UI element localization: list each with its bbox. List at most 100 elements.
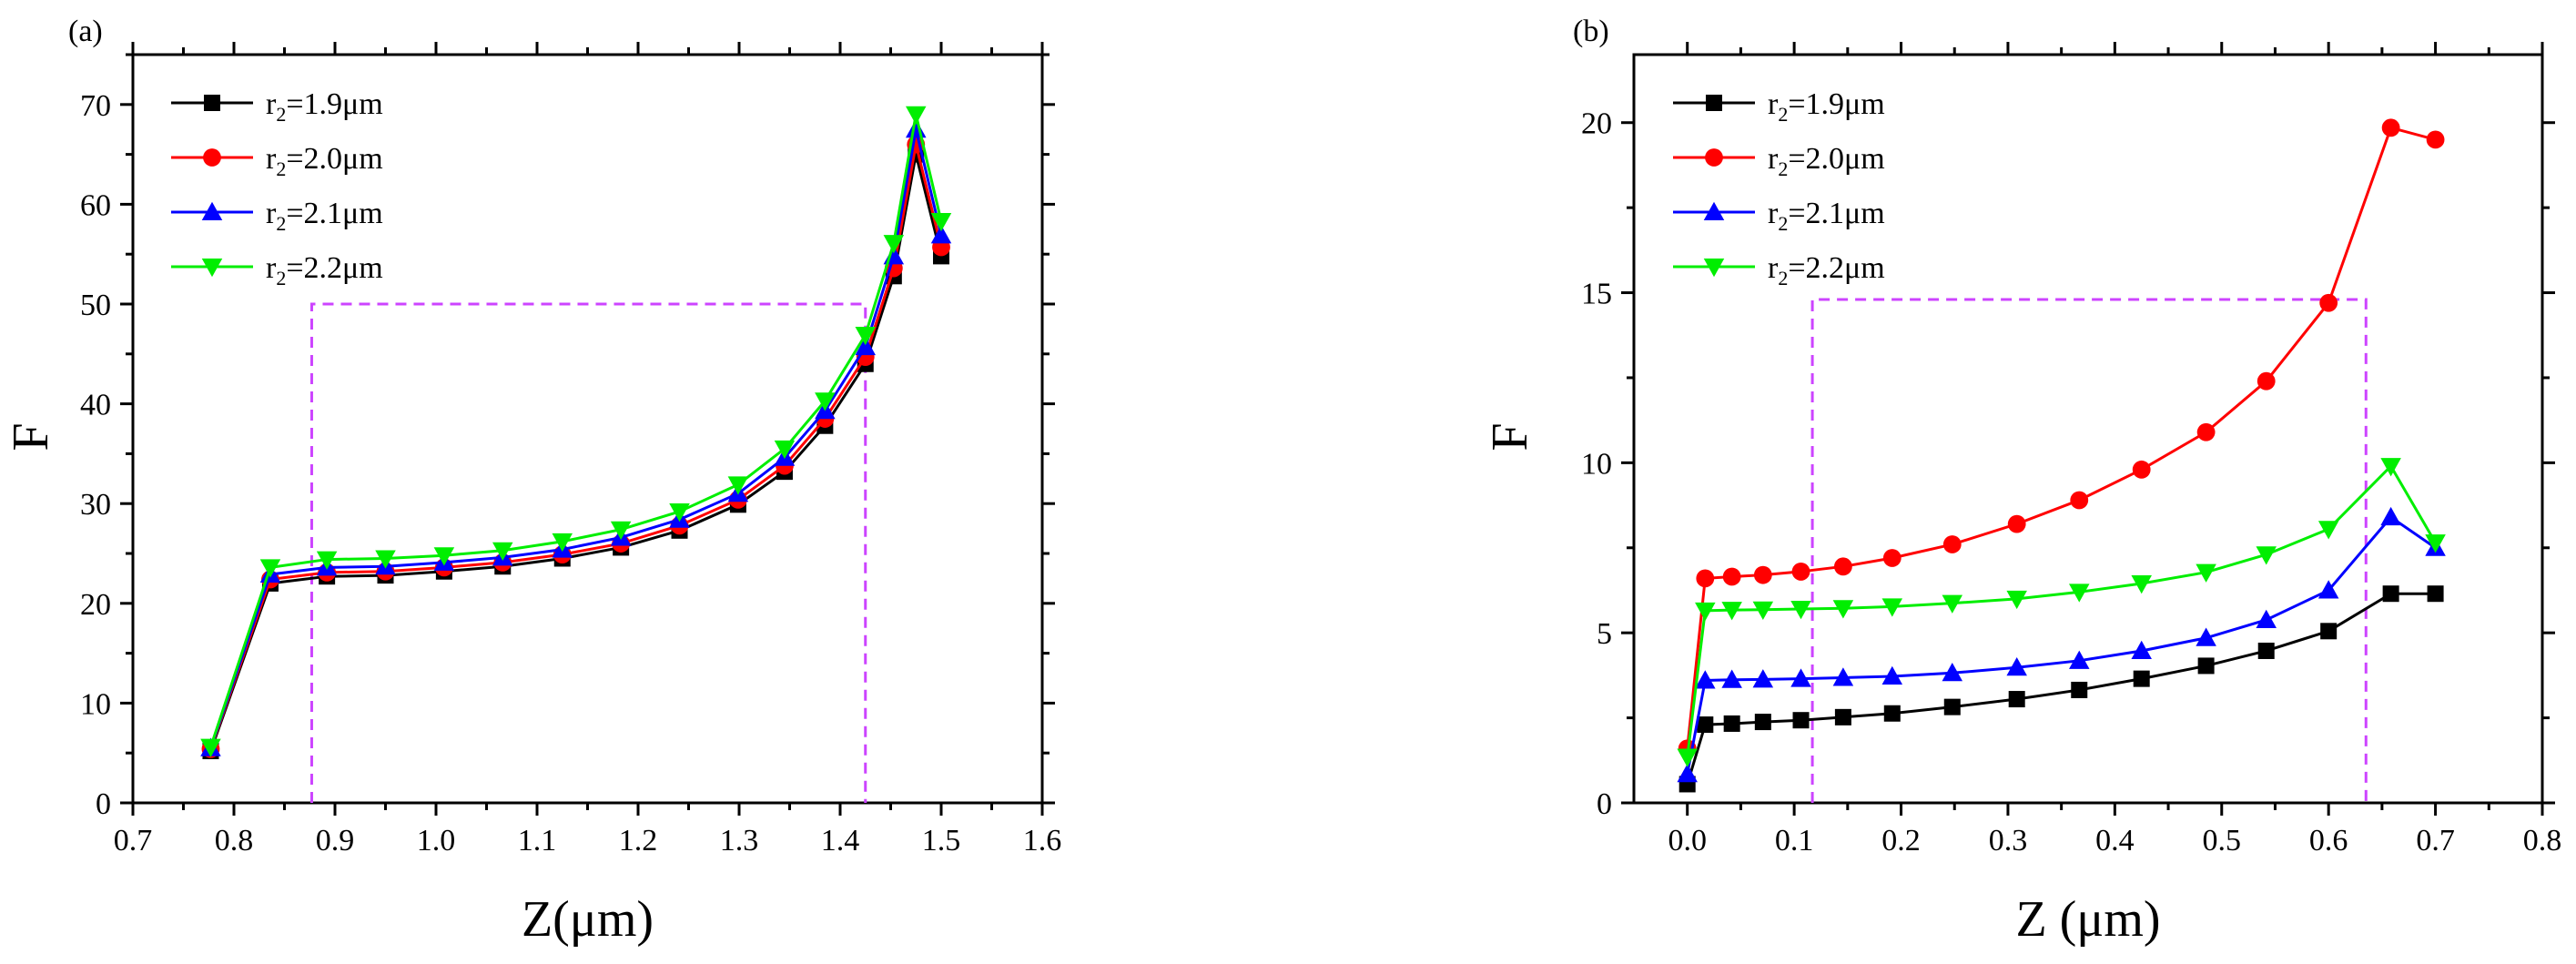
y-axis-title: F xyxy=(1482,422,1538,451)
y-tick-label: 15 xyxy=(1581,278,1612,311)
data-point xyxy=(492,542,513,561)
y-tick-label: 0 xyxy=(1597,787,1612,821)
data-point xyxy=(2006,590,2027,610)
y-tick-label: 20 xyxy=(1581,107,1612,141)
data-point xyxy=(1721,602,1742,621)
data-point xyxy=(316,551,338,570)
legend-entry: r2=2.2μm xyxy=(1768,251,1885,289)
y-tick-label: 70 xyxy=(80,89,111,123)
data-point xyxy=(1697,716,1714,734)
data-point xyxy=(2196,422,2216,441)
legend-marker xyxy=(201,259,223,278)
y-axis-title: F xyxy=(3,422,59,451)
data-point xyxy=(1695,602,1716,622)
data-point xyxy=(2070,491,2089,510)
data-point xyxy=(1752,669,1774,688)
legend-marker xyxy=(1706,95,1722,111)
data-point xyxy=(1883,705,1901,722)
highlight-box xyxy=(309,302,867,803)
data-point xyxy=(433,547,455,566)
x-tick-label: 1.1 xyxy=(518,824,557,857)
data-point xyxy=(2317,521,2339,540)
data-point xyxy=(2071,681,2088,698)
y-tick-label: 20 xyxy=(80,588,111,622)
data-point xyxy=(727,476,749,495)
x-tick-label: 0.8 xyxy=(2523,824,2562,857)
data-point xyxy=(1942,663,1963,682)
data-point xyxy=(1696,569,1715,588)
y-tick-label: 0 xyxy=(96,787,111,821)
data-point xyxy=(2133,670,2150,687)
data-point xyxy=(1832,600,1854,619)
data-point xyxy=(2007,514,2026,533)
data-point xyxy=(1753,565,1772,584)
data-point xyxy=(2256,609,2277,628)
x-tick-label: 0.5 xyxy=(2203,824,2242,857)
x-tick-label: 1.2 xyxy=(619,824,658,857)
y-tick-label: 50 xyxy=(80,289,111,322)
x-tick-label: 0.2 xyxy=(1881,824,1921,857)
x-axis-title: Z(μm) xyxy=(522,891,654,948)
data-point xyxy=(259,559,281,578)
data-point xyxy=(855,326,876,346)
data-point xyxy=(1832,667,1854,686)
data-point xyxy=(2132,460,2151,479)
data-point xyxy=(1677,763,1698,783)
legend-marker xyxy=(1703,201,1725,220)
data-point xyxy=(552,533,573,553)
data-point xyxy=(1723,715,1740,732)
data-point xyxy=(2427,585,2444,603)
data-point xyxy=(2256,546,2277,565)
data-point xyxy=(1790,601,1811,620)
data-point xyxy=(2381,118,2400,137)
series-line xyxy=(209,114,943,748)
panel-label: (a) xyxy=(68,15,103,48)
data-point xyxy=(2425,534,2446,553)
data-point xyxy=(2380,506,2401,526)
series-line xyxy=(1686,126,2436,749)
chart-panel-b: (b) 0.0 0.1 0.2 0.3 0.4 0.5 0.6 0.7 0.8 0 5 10 15 20 Z … xyxy=(1482,15,2561,948)
data-point xyxy=(1677,748,1698,767)
y-tick-label: 40 xyxy=(80,389,111,422)
data-point xyxy=(2197,657,2215,675)
data-point xyxy=(883,235,905,254)
data-point xyxy=(200,738,221,757)
legend-marker xyxy=(1705,148,1723,167)
x-tick-label: 0.0 xyxy=(1668,824,1707,857)
data-point xyxy=(375,550,396,569)
y-tick-label: 5 xyxy=(1597,617,1612,651)
data-point xyxy=(2131,575,2152,594)
data-point xyxy=(1790,668,1811,687)
series-r2=2.1μm xyxy=(1677,506,2446,783)
x-axis-title: Z (μm) xyxy=(2015,891,2160,948)
data-point xyxy=(2317,580,2339,599)
data-point xyxy=(1722,567,1741,586)
series-line xyxy=(1686,463,2437,757)
data-point xyxy=(2131,640,2152,659)
y-tick-label: 30 xyxy=(80,488,111,522)
data-point xyxy=(1943,698,1961,715)
data-point xyxy=(669,502,690,523)
data-point xyxy=(2196,563,2216,583)
legend-entry: r2=2.2μm xyxy=(266,251,383,289)
data-point xyxy=(1942,535,1962,553)
series-r2=2.1μm xyxy=(200,118,952,756)
data-point xyxy=(930,225,952,244)
data-point xyxy=(2380,458,2401,477)
data-point xyxy=(2006,657,2027,676)
legend: r2=1.9μm r2=2.0μm r2=2.1μm r2=2.2μm xyxy=(171,87,383,289)
series-line xyxy=(209,154,943,752)
data-point xyxy=(1752,601,1774,621)
data-point xyxy=(2008,691,2025,708)
series-r2=1.9μm xyxy=(1678,585,2444,793)
data-point xyxy=(1881,665,1903,685)
legend-entry: r2=2.1μm xyxy=(266,197,383,235)
legend-entry: r2=1.9μm xyxy=(266,87,383,126)
legend-entry: r2=1.9μm xyxy=(1768,87,1885,126)
series-line xyxy=(209,128,943,749)
data-point xyxy=(1834,708,1851,726)
panel-label: (b) xyxy=(1573,15,1609,48)
series-r2=2.0μm xyxy=(1678,118,2445,758)
x-tick-label: 0.8 xyxy=(215,824,254,857)
